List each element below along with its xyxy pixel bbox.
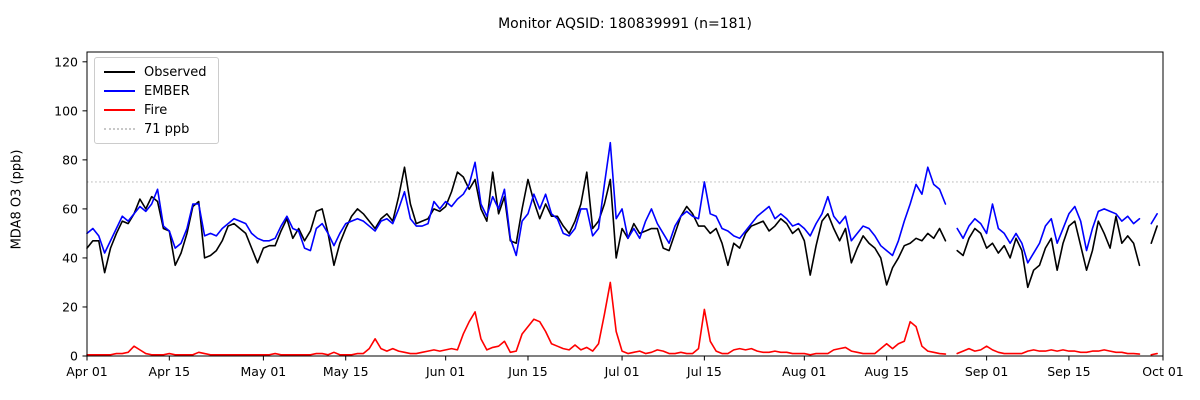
y-tick-label: 80: [62, 152, 78, 167]
x-tick-label: Jun 01: [425, 364, 465, 379]
chart-title: Monitor AQSID: 180839991 (n=181): [498, 16, 752, 32]
x-tick-label: May 15: [323, 364, 369, 379]
fire-line-swatch: [104, 109, 135, 111]
refline-swatch: [104, 128, 135, 130]
x-tick-label: Jun 15: [507, 364, 547, 379]
legend-label-fire: Fire: [144, 102, 168, 118]
x-tick-label: Aug 15: [865, 364, 909, 379]
x-tick-label: Jul 15: [686, 364, 722, 379]
legend-item-refline: 71 ppb: [104, 121, 207, 137]
ember-line: [86, 141, 1158, 264]
x-tick-label: Aug 01: [782, 364, 826, 379]
x-tick-label: Oct 01: [1142, 364, 1184, 379]
legend-item-ember: EMBER: [104, 83, 207, 99]
x-tick-label: Sep 15: [1047, 364, 1090, 379]
y-tick-label: 20: [62, 299, 78, 314]
legend-item-fire: Fire: [104, 102, 207, 118]
y-tick-label: 60: [62, 201, 78, 216]
y-tick-label: 40: [62, 250, 78, 265]
x-tick-label: May 01: [241, 364, 287, 379]
legend-label-ember: EMBER: [144, 83, 190, 99]
x-tick-label: Apr 15: [149, 364, 191, 379]
observed-line-swatch: [104, 71, 135, 73]
fire-line: [86, 281, 1158, 356]
y-tick-label: 120: [54, 54, 78, 69]
legend-label-observed: Observed: [144, 64, 207, 80]
legend-item-observed: Observed: [104, 64, 207, 80]
y-tick-label: 100: [54, 103, 78, 118]
x-tick-label: Apr 01: [66, 364, 108, 379]
y-tick-label: 0: [70, 349, 78, 364]
legend: Observed EMBER Fire 71 ppb: [94, 57, 219, 144]
plot-frame: [86, 51, 1164, 357]
legend-label-refline: 71 ppb: [144, 121, 190, 137]
x-tick-label: Sep 01: [965, 364, 1008, 379]
x-tick-label: Jul 01: [604, 364, 640, 379]
observed-line: [86, 166, 1158, 289]
ember-line-swatch: [104, 90, 135, 92]
